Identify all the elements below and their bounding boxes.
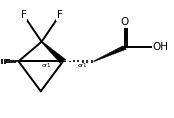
Text: F: F [21,10,27,20]
Text: or1: or1 [42,63,51,68]
Polygon shape [41,41,66,63]
Text: or1: or1 [78,63,87,68]
Text: OH: OH [152,42,168,53]
Text: F: F [57,10,62,20]
Text: O: O [121,17,129,27]
Polygon shape [94,46,126,62]
